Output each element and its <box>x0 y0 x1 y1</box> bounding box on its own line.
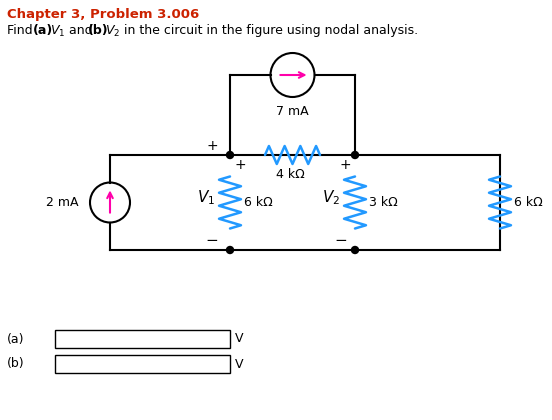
FancyBboxPatch shape <box>55 330 230 348</box>
Text: $V_1$: $V_1$ <box>197 188 215 207</box>
Text: +: + <box>206 139 218 153</box>
Text: (a): (a) <box>33 24 53 37</box>
Text: 3 kΩ: 3 kΩ <box>369 196 398 209</box>
Text: $V_1$: $V_1$ <box>50 24 65 39</box>
FancyBboxPatch shape <box>55 355 230 373</box>
Circle shape <box>352 247 358 254</box>
Text: in the circuit in the figure using nodal analysis.: in the circuit in the figure using nodal… <box>120 24 418 37</box>
Text: −: − <box>205 233 218 248</box>
Text: (b): (b) <box>88 24 109 37</box>
Text: Find: Find <box>7 24 36 37</box>
Text: Chapter 3, Problem 3.006: Chapter 3, Problem 3.006 <box>7 8 199 21</box>
Text: 6 kΩ: 6 kΩ <box>514 196 543 209</box>
Circle shape <box>226 247 233 254</box>
Text: $V_2$: $V_2$ <box>322 188 340 207</box>
Text: $V_2$: $V_2$ <box>105 24 120 39</box>
Text: V: V <box>235 357 243 370</box>
Text: 7 mA: 7 mA <box>276 105 309 118</box>
Text: (a): (a) <box>7 333 24 346</box>
Text: (b): (b) <box>7 357 25 370</box>
Circle shape <box>226 152 233 158</box>
Text: and: and <box>65 24 97 37</box>
Text: +: + <box>339 158 351 172</box>
Text: V: V <box>235 333 243 346</box>
Circle shape <box>352 152 358 158</box>
Text: +: + <box>234 158 246 172</box>
Text: −: − <box>335 233 347 248</box>
Text: 2 mA: 2 mA <box>45 196 78 209</box>
Text: 6 kΩ: 6 kΩ <box>244 196 273 209</box>
Text: 4 kΩ: 4 kΩ <box>276 168 305 181</box>
